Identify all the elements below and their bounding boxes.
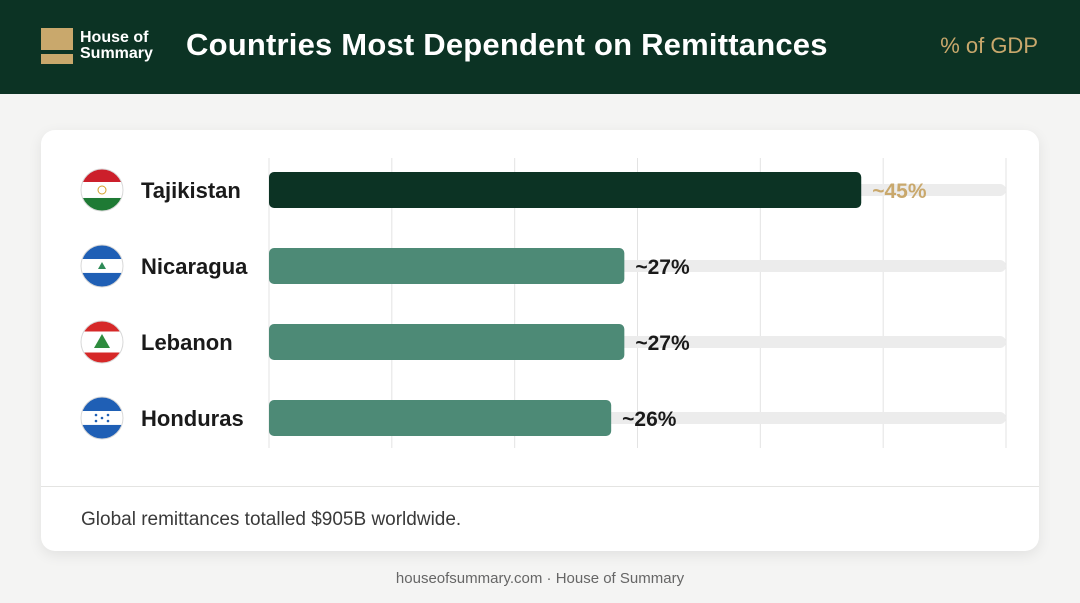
bar-row: Lebanon ~27% (80, 320, 1006, 364)
card-divider (41, 486, 1039, 487)
bar-chart: Tajikistan ~45% Nicaragua ~27% Lebanon ~27% Ho… (80, 158, 1007, 448)
lebanon-flag-icon (80, 320, 124, 364)
brand-logo-icon (41, 28, 73, 64)
category-label: Lebanon (141, 330, 233, 355)
bar (269, 172, 862, 208)
value-label: ~27% (635, 332, 690, 355)
flag-outline (80, 320, 124, 364)
flag-outline (80, 396, 124, 440)
brand-name: House of Summary (80, 30, 153, 62)
value-label: ~45% (872, 180, 927, 203)
chart-card: Tajikistan ~45% Nicaragua ~27% Lebanon ~27% Ho… (41, 130, 1039, 551)
brand-name-line2: Summary (80, 45, 153, 62)
bar (269, 248, 625, 284)
footnote-text: Global remittances totalled $905B worldw… (81, 509, 462, 530)
category-label: Tajikistan (141, 178, 241, 203)
category-label: Nicaragua (141, 254, 248, 279)
page-title: Countries Most Dependent on Remittances (186, 27, 828, 62)
tajikistan-flag-icon (80, 168, 124, 212)
value-label: ~26% (622, 408, 677, 431)
value-label: ~27% (635, 256, 690, 279)
honduras-flag-icon (80, 396, 124, 440)
bar-row: Nicaragua ~27% (80, 244, 1006, 288)
unit-label: % of GDP (940, 33, 1038, 58)
header-bar: House of Summary Countries Most Dependen… (0, 0, 1080, 94)
bar-row: Honduras ~26% (80, 396, 1006, 440)
bar (269, 400, 612, 436)
bar (269, 324, 625, 360)
brand-name-line1: House of (80, 29, 149, 46)
category-label: Honduras (141, 406, 244, 431)
flag-outline (80, 168, 124, 212)
nicaragua-flag-icon (80, 244, 124, 288)
footer-credit: houseofsummary.com · House of Summary (395, 570, 685, 587)
flag-outline (80, 244, 124, 288)
bar-row: Tajikistan ~45% (80, 168, 1006, 212)
